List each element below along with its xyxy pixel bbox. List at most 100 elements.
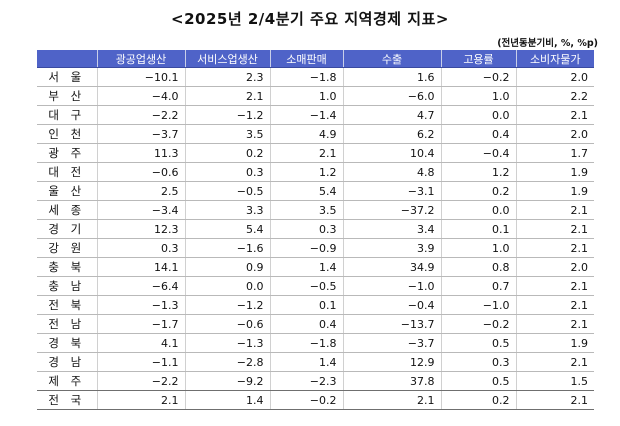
region-cell: 충 남	[37, 276, 97, 296]
value-cell: −1.2	[184, 105, 270, 125]
table-row: 충 북 14.1 0.9 1.4 34.9 0.8 2.0	[37, 257, 594, 277]
region-cell: 전 북	[37, 295, 97, 315]
value-cell: 0.2	[440, 181, 516, 201]
table-row: 경 북 4.1 −1.3 −1.8 −3.7 0.5 1.9	[37, 333, 594, 353]
value-cell: −1.1	[96, 352, 185, 372]
header-retail-sales: 소매판매	[269, 50, 343, 68]
value-cell: 2.5	[96, 181, 185, 201]
value-cell: 1.0	[440, 238, 516, 258]
value-cell: 10.4	[342, 143, 441, 163]
value-cell: 1.0	[269, 86, 343, 106]
value-cell: −3.7	[96, 124, 185, 144]
value-cell: 1.5	[515, 371, 594, 391]
table-row: 대 구 −2.2 −1.2 −1.4 4.7 0.0 2.1	[37, 105, 594, 125]
value-cell: 1.4	[184, 390, 270, 410]
value-cell: 2.1	[515, 238, 594, 258]
value-cell: −1.2	[184, 295, 270, 315]
value-cell: 4.1	[96, 333, 185, 353]
region-cell: 경 남	[37, 352, 97, 372]
header-corner	[37, 50, 97, 68]
table-row: 광 주 11.3 0.2 2.1 10.4 −0.4 1.7	[37, 143, 594, 163]
value-cell: 3.9	[342, 238, 441, 258]
value-cell: 0.3	[440, 352, 516, 372]
table-row: 충 남 −6.4 0.0 −0.5 −1.0 0.7 2.1	[37, 276, 594, 296]
value-cell: −37.2	[342, 200, 441, 220]
value-cell: −2.8	[184, 352, 270, 372]
value-cell: 1.4	[269, 257, 343, 277]
value-cell: −3.7	[342, 333, 441, 353]
table-row: 인 천 −3.7 3.5 4.9 6.2 0.4 2.0	[37, 124, 594, 144]
value-cell: −9.2	[184, 371, 270, 391]
region-cell: 서 울	[37, 67, 97, 87]
region-cell: 인 천	[37, 124, 97, 144]
region-cell: 대 구	[37, 105, 97, 125]
value-cell: 0.5	[440, 333, 516, 353]
value-cell: 1.2	[440, 162, 516, 182]
value-cell: −0.5	[184, 181, 270, 201]
region-cell: 제 주	[37, 371, 97, 391]
value-cell: 37.8	[342, 371, 441, 391]
value-cell: −6.4	[96, 276, 185, 296]
region-cell: 전 남	[37, 314, 97, 334]
value-cell: −0.4	[440, 143, 516, 163]
value-cell: −0.2	[440, 67, 516, 87]
header-service-production: 서비스업생산	[184, 50, 270, 68]
value-cell: −1.6	[184, 238, 270, 258]
table-row: 경 남 −1.1 −2.8 1.4 12.9 0.3 2.1	[37, 352, 594, 372]
value-cell: −2.2	[96, 105, 185, 125]
region-cell: 광 주	[37, 143, 97, 163]
value-cell: −0.6	[184, 314, 270, 334]
value-cell: 2.1	[515, 200, 594, 220]
value-cell: 4.8	[342, 162, 441, 182]
value-cell: −1.4	[269, 105, 343, 125]
value-cell: −3.1	[342, 181, 441, 201]
region-cell: 대 전	[37, 162, 97, 182]
value-cell: 2.0	[515, 257, 594, 277]
value-cell: 2.1	[515, 295, 594, 315]
value-cell: 0.4	[440, 124, 516, 144]
table-row: 전 남 −1.7 −0.6 0.4 −13.7 −0.2 2.1	[37, 314, 594, 334]
value-cell: 2.3	[184, 67, 270, 87]
region-cell: 울 산	[37, 181, 97, 201]
value-cell: 1.2	[269, 162, 343, 182]
value-cell: 12.9	[342, 352, 441, 372]
region-cell: 부 산	[37, 86, 97, 106]
table-row: 서 울 −10.1 2.3 −1.8 1.6 −0.2 2.0	[37, 67, 594, 87]
region-cell: 세 종	[37, 200, 97, 220]
value-cell: −6.0	[342, 86, 441, 106]
value-cell: 3.3	[184, 200, 270, 220]
value-cell: 0.9	[184, 257, 270, 277]
value-cell: 0.3	[184, 162, 270, 182]
value-cell: −1.8	[269, 333, 343, 353]
total-row: 전 국 2.1 1.4 −0.2 2.1 0.2 2.1	[37, 390, 594, 410]
value-cell: 1.0	[440, 86, 516, 106]
value-cell: −13.7	[342, 314, 441, 334]
header-exports: 수출	[342, 50, 441, 68]
value-cell: −2.3	[269, 371, 343, 391]
regional-indicators-table: 광공업생산 서비스업생산 소매판매 수출 고용률 소비자물가 서 울 −10.1 2…	[37, 50, 594, 410]
value-cell: 0.1	[269, 295, 343, 315]
value-cell: 2.1	[96, 390, 185, 410]
value-cell: 2.1	[515, 390, 594, 410]
value-cell: 0.7	[440, 276, 516, 296]
value-cell: 4.9	[269, 124, 343, 144]
header-row: 광공업생산 서비스업생산 소매판매 수출 고용률 소비자물가	[37, 50, 594, 68]
unit-note: (전년동분기비, %, %p)	[497, 38, 598, 49]
value-cell: 2.1	[184, 86, 270, 106]
value-cell: 1.9	[515, 333, 594, 353]
table-row: 대 전 −0.6 0.3 1.2 4.8 1.2 1.9	[37, 162, 594, 182]
table-row: 울 산 2.5 −0.5 5.4 −3.1 0.2 1.9	[37, 181, 594, 201]
table-row: 부 산 −4.0 2.1 1.0 −6.0 1.0 2.2	[37, 86, 594, 106]
value-cell: 1.9	[515, 181, 594, 201]
value-cell: 2.1	[515, 352, 594, 372]
value-cell: 0.2	[184, 143, 270, 163]
value-cell: −2.2	[96, 371, 185, 391]
value-cell: 0.0	[440, 105, 516, 125]
value-cell: 3.5	[184, 124, 270, 144]
value-cell: 2.1	[515, 105, 594, 125]
header-employment-rate: 고용률	[440, 50, 516, 68]
table-row: 제 주 −2.2 −9.2 −2.3 37.8 0.5 1.5	[37, 371, 594, 391]
value-cell: 0.5	[440, 371, 516, 391]
value-cell: −1.0	[342, 276, 441, 296]
page-title: <2025년 2/4분기 주요 지역경제 지표>	[171, 10, 449, 28]
